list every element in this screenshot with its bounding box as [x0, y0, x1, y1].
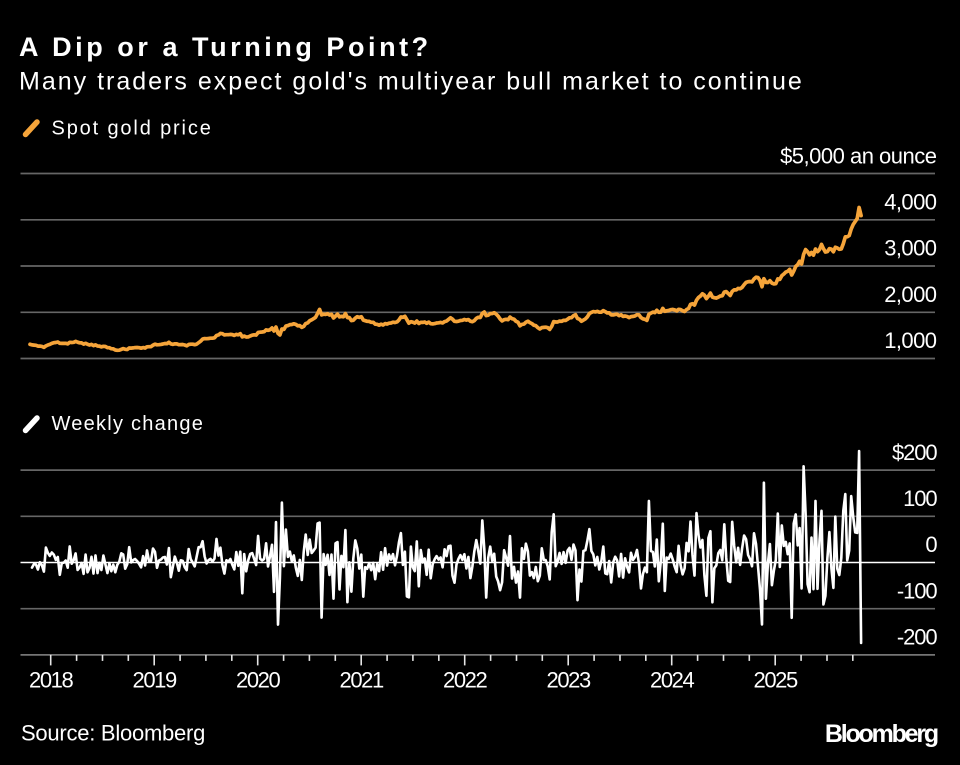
- svg-text:Source: Bloomberg: Source: Bloomberg: [21, 721, 205, 746]
- svg-text:Bloomberg: Bloomberg: [825, 720, 938, 748]
- svg-text:2019: 2019: [133, 668, 178, 693]
- svg-text:Many traders expect gold's mul: Many traders expect gold's multiyear bul…: [19, 68, 804, 96]
- svg-text:2,000: 2,000: [884, 282, 937, 307]
- svg-text:2023: 2023: [547, 668, 592, 693]
- svg-text:0: 0: [925, 532, 937, 557]
- svg-text:1,000: 1,000: [884, 328, 937, 353]
- svg-text:$200: $200: [892, 440, 937, 465]
- svg-text:2018: 2018: [29, 668, 74, 693]
- svg-text:2025: 2025: [754, 668, 799, 693]
- svg-text:2020: 2020: [236, 668, 281, 693]
- svg-text:Spot gold price: Spot gold price: [52, 118, 213, 140]
- svg-text:A Dip or a Turning Point?: A Dip or a Turning Point?: [19, 32, 432, 62]
- svg-text:4,000: 4,000: [884, 190, 937, 215]
- svg-text:3,000: 3,000: [884, 236, 937, 261]
- svg-text:2021: 2021: [340, 668, 385, 693]
- svg-text:2022: 2022: [443, 668, 488, 693]
- svg-text:$5,000 an ounce: $5,000 an ounce: [780, 144, 937, 169]
- svg-text:100: 100: [903, 486, 937, 511]
- svg-text:-200: -200: [897, 625, 937, 650]
- svg-text:2024: 2024: [650, 668, 695, 693]
- svg-text:-100: -100: [897, 578, 937, 603]
- svg-text:Weekly change: Weekly change: [52, 413, 205, 435]
